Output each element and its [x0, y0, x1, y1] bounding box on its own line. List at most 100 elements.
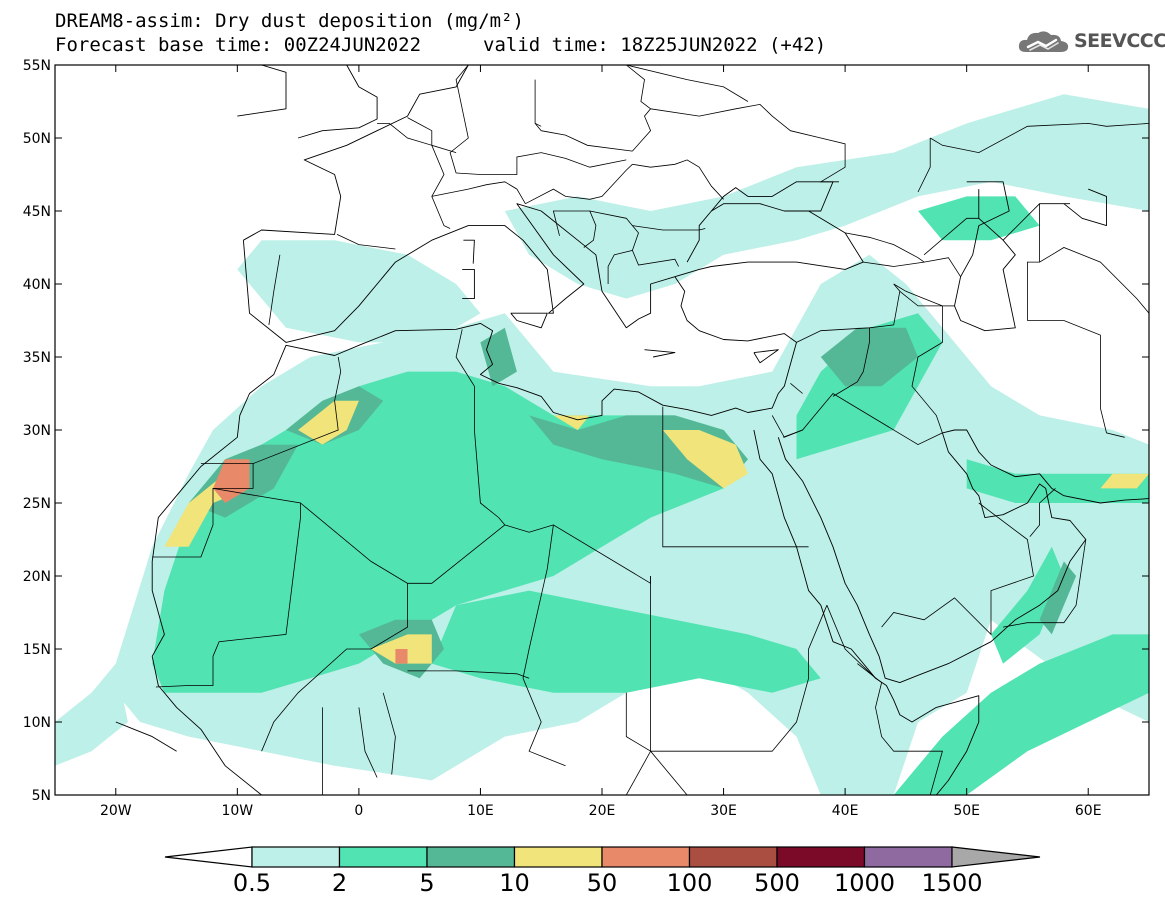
country-border: [358, 707, 378, 778]
colorbar-swatch: [513, 846, 603, 868]
lat-tick-label: 50N: [23, 131, 51, 147]
country-border: [893, 283, 943, 307]
country-border: [917, 138, 931, 193]
lat-tick-label: 45N: [23, 204, 51, 220]
dust-region-level-0: [237, 240, 481, 343]
map-title: DREAM8-assim: Dry dust deposition (mg/m²…: [55, 10, 524, 32]
coastline: [777, 432, 1087, 684]
colorbar-label: 500: [754, 869, 800, 897]
lat-tick-label: 20N: [23, 569, 51, 585]
colorbar-swatch: [863, 846, 953, 868]
lat-tick-label: 35N: [23, 350, 51, 366]
colorbar-label: 2: [332, 869, 347, 897]
dust-region-level-2: [820, 327, 918, 387]
country-border: [407, 670, 530, 679]
country-border: [782, 429, 803, 438]
country-border: [382, 692, 396, 775]
logo-text: SEEVCCC: [1074, 30, 1165, 52]
lat-tick-label: 55N: [23, 58, 51, 74]
country-border: [929, 122, 1149, 154]
country-border: [589, 210, 639, 284]
country-border: [336, 234, 396, 250]
colorbar-swatch: [688, 846, 778, 868]
colorbar-under-arrow: [164, 846, 253, 868]
lat-tick-label: 5N: [32, 788, 51, 804]
colorbar-label: 1500: [921, 869, 982, 897]
country-border: [268, 254, 281, 325]
dust-region-level-4: [213, 459, 250, 503]
dust-region-level-3: [298, 400, 359, 445]
country-border: [790, 382, 803, 394]
colorbar-swatch: [601, 846, 691, 868]
border-layer: [152, 65, 1149, 795]
valid-time: valid time: 18Z25JUN2022 (+42): [483, 34, 827, 56]
country-border: [212, 488, 301, 657]
colorbar-swatch: [426, 846, 516, 868]
lon-tick-label: 30E: [710, 803, 737, 819]
country-border: [796, 283, 901, 343]
lon-tick-label: 0: [354, 803, 363, 819]
colorbar-swatch: [338, 846, 428, 868]
country-border: [662, 406, 809, 548]
country-border: [377, 123, 451, 229]
cloud-icon: [1018, 31, 1069, 52]
colorbar-label: 0.5: [233, 869, 271, 897]
country-border: [155, 656, 214, 688]
coastline: [462, 268, 475, 300]
country-border: [626, 65, 749, 102]
country-border: [407, 117, 457, 153]
dust-region-level-3: [1100, 473, 1149, 489]
country-border: [881, 502, 1034, 636]
dust-region-level-1: [966, 459, 1149, 503]
coastline: [242, 203, 864, 343]
coastline: [297, 65, 378, 139]
coastline: [510, 312, 548, 329]
country-border: [1002, 203, 1040, 241]
country-border: [455, 329, 475, 430]
country-border: [449, 65, 469, 174]
lon-tick-label: 10E: [467, 803, 494, 819]
lon-tick-label: 20W: [100, 803, 132, 819]
lon-tick-label: 60E: [1075, 803, 1102, 819]
lon-tick-label: 50E: [953, 803, 980, 819]
coastline: [237, 65, 287, 117]
colorbar-label: 100: [667, 869, 713, 897]
country-border: [1003, 539, 1087, 628]
coastline: [463, 239, 475, 264]
axis-layer: 55N 50N 45N 40N 35N 30N 25N 20N 15N 10N 5N 20W 10W 0 1…: [23, 58, 1149, 819]
coastline-layer: [115, 65, 1149, 795]
coastline: [954, 181, 1016, 332]
country-border: [875, 682, 943, 795]
country-border: [474, 429, 506, 526]
dust-region-level-1: [431, 590, 821, 693]
country-border: [456, 152, 627, 175]
coastline: [753, 349, 779, 364]
country-border: [1029, 488, 1056, 537]
colorbar: 0.5 2 5 10 50 100 500 1000 1500: [164, 846, 1041, 897]
country-border: [632, 225, 706, 231]
country-border: [899, 290, 943, 434]
country-border: [1027, 320, 1125, 438]
coastline: [151, 276, 797, 562]
country-border: [261, 583, 408, 752]
forecast-base-time: Forecast base time: 00Z24JUN2022: [55, 34, 422, 56]
country-border: [857, 663, 882, 683]
colorbar-label: 50: [587, 869, 618, 897]
colorbar-label: 10: [499, 869, 530, 897]
country-border: [845, 232, 925, 263]
country-border: [252, 356, 342, 464]
dust-region-level-0: [55, 663, 128, 766]
country-border: [832, 327, 870, 397]
coastline: [935, 794, 937, 795]
country-border: [525, 164, 633, 205]
country-border: [650, 103, 846, 183]
country-border: [923, 217, 979, 256]
country-border: [650, 605, 828, 752]
dust-region-level-2: [1039, 561, 1077, 635]
colorbar-label: 5: [419, 869, 434, 897]
lon-tick-label: 20E: [589, 803, 616, 819]
country-border: [534, 123, 633, 152]
country-border: [522, 524, 566, 767]
dust-region-level-3: [662, 430, 748, 489]
